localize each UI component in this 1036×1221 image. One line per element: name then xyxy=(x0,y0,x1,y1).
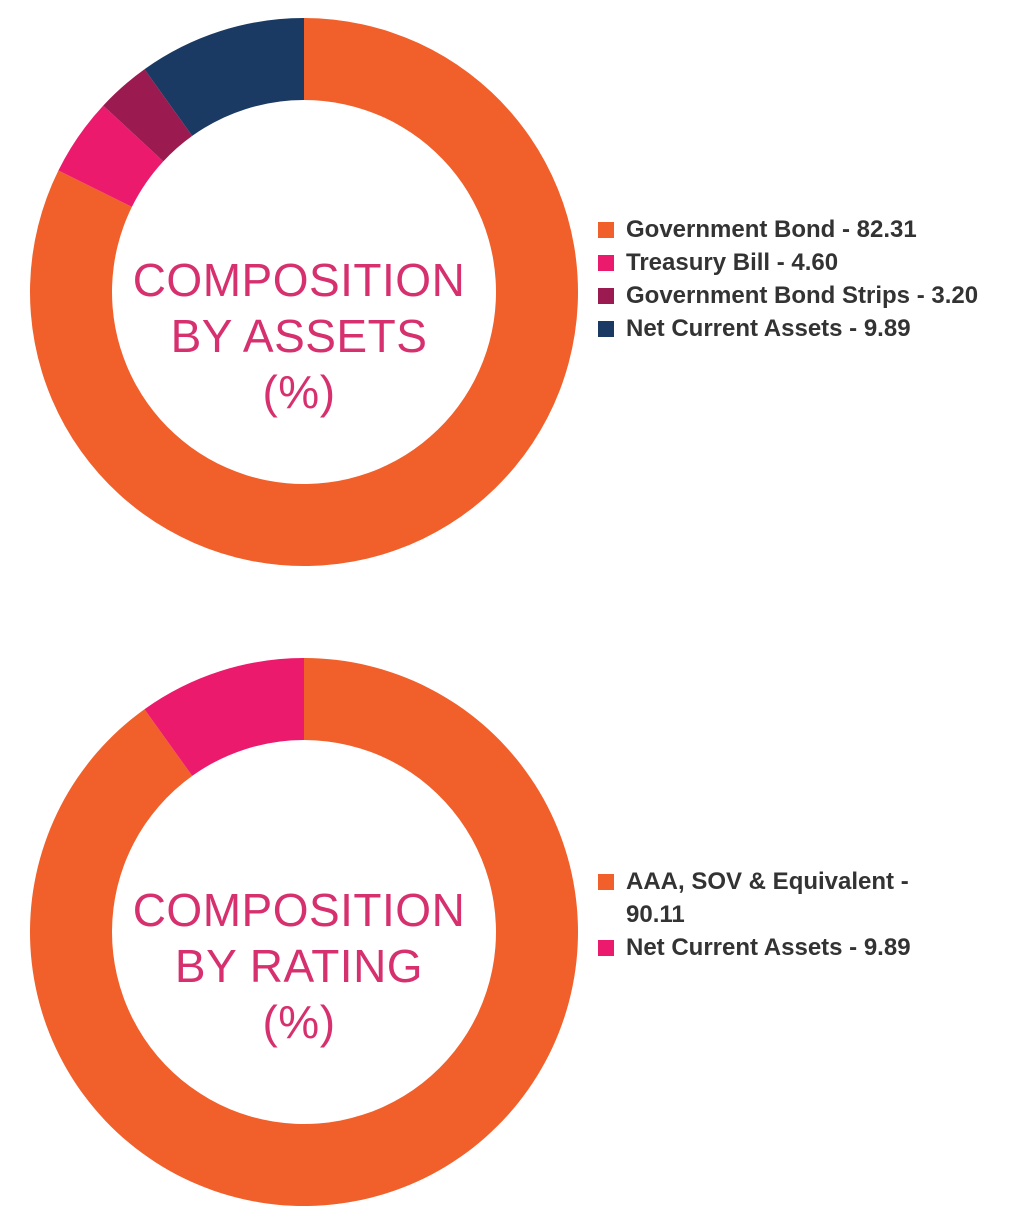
legend-item-treasury-bill: Treasury Bill - 4.60 xyxy=(598,246,978,279)
composition-by-rating-chart: COMPOSITION BY RATING (%) AAA, SOV & Equ… xyxy=(0,630,1036,1221)
assets-slice-net-current-assets xyxy=(144,17,304,136)
assets-slice-government-bond xyxy=(30,18,579,566)
rating-donut xyxy=(29,658,578,1206)
legend-swatch xyxy=(598,255,614,271)
legend-swatch xyxy=(598,321,614,337)
rating-donut-title: COMPOSITION BY RATING (%) xyxy=(89,882,509,1050)
legend-label: AAA, SOV & Equivalent - 90.11 xyxy=(626,868,909,928)
legend-item-government-bond-strips: Government Bond Strips - 3.20 xyxy=(598,279,978,312)
assets-donut-title: COMPOSITION BY ASSETS (%) xyxy=(89,252,509,420)
legend-item-net-current-assets: Net Current Assets - 9.89 xyxy=(598,931,956,964)
legend-label: Net Current Assets - 9.89 xyxy=(626,934,911,961)
assets-donut xyxy=(30,17,579,566)
composition-by-assets-chart: COMPOSITION BY ASSETS (%) Government Bon… xyxy=(0,0,1036,600)
legend-swatch xyxy=(598,288,614,304)
rating-title-line-2: BY RATING xyxy=(174,940,424,992)
legend-item-net-current-assets: Net Current Assets - 9.89 xyxy=(598,312,978,345)
legend-swatch xyxy=(598,940,614,956)
legend-item-government-bond: Government Bond - 82.31 xyxy=(598,213,978,246)
assets-slice-government-bond-strips xyxy=(103,69,193,162)
rating-slice-net-current-assets xyxy=(144,658,304,776)
legend-swatch xyxy=(598,874,614,890)
rating-slice-aaa-sov-equivalent xyxy=(29,658,578,1206)
assets-legend: Government Bond - 82.31 Treasury Bill - … xyxy=(598,213,978,345)
assets-title-line-2: BY ASSETS xyxy=(170,310,428,362)
legend-label: Government Bond Strips - 3.20 xyxy=(626,282,979,309)
assets-title-line-1: COMPOSITION xyxy=(132,254,466,306)
rating-legend: AAA, SOV & Equivalent - 90.11 Net Curren… xyxy=(598,865,956,964)
legend-swatch xyxy=(598,222,614,238)
assets-slice-treasury-bill xyxy=(58,105,164,207)
legend-label: Net Current Assets - 9.89 xyxy=(626,315,911,342)
assets-title-line-3: (%) xyxy=(262,366,336,418)
legend-label: Government Bond - 82.31 xyxy=(626,216,917,243)
legend-label: Treasury Bill - 4.60 xyxy=(626,249,839,276)
rating-title-line-1: COMPOSITION xyxy=(132,884,466,936)
rating-title-line-3: (%) xyxy=(262,996,336,1048)
legend-item-aaa-sov-equivalent: AAA, SOV & Equivalent - 90.11 xyxy=(598,865,956,931)
